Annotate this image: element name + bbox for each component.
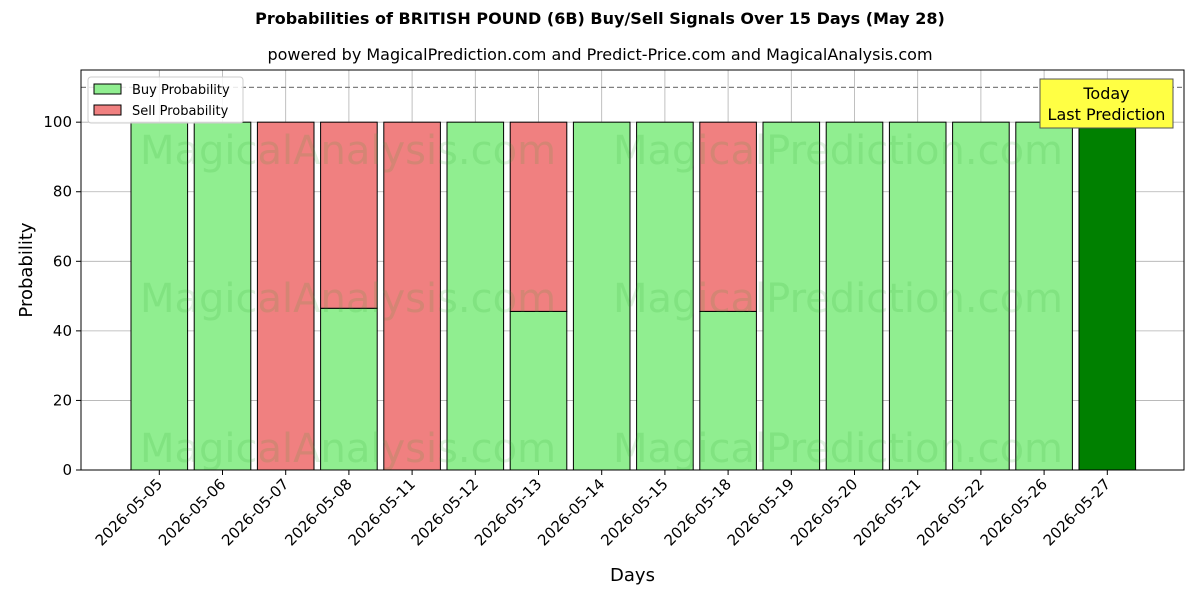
- watermark-text: MagicalPrediction.com: [613, 276, 1063, 322]
- x-tick-label: 2026-05-18: [661, 475, 735, 549]
- watermark-text: MagicalPrediction.com: [613, 128, 1063, 174]
- x-tick-label: 2026-05-21: [850, 475, 924, 549]
- annotation-line-2: Last Prediction: [1048, 105, 1166, 124]
- y-tick-label: 40: [53, 322, 72, 340]
- sell-bar: [256, 121, 315, 471]
- buy-bar: [509, 310, 568, 471]
- x-tick-label: 2026-05-14: [534, 475, 608, 549]
- watermark-text: MagicalPrediction.com: [613, 426, 1063, 472]
- buy-bar: [446, 121, 505, 471]
- sell-bar: [699, 121, 757, 312]
- x-tick-label: 2026-05-07: [218, 475, 292, 549]
- watermark-text: MagicalAnalysis.com: [140, 128, 556, 174]
- buy-bar: [636, 121, 694, 471]
- sell-bar: [383, 121, 441, 471]
- x-tick-label: 2026-05-08: [281, 475, 355, 549]
- y-axis-label: Probability: [16, 222, 37, 317]
- annotation-line-1: Today: [1082, 84, 1129, 103]
- legend-box: [87, 76, 244, 124]
- y-tick-label: 0: [62, 461, 72, 479]
- y-tick-label: 100: [43, 113, 72, 131]
- sell-bar: [509, 121, 568, 312]
- y-tick-label: 20: [53, 391, 72, 409]
- buy-bar: [825, 121, 884, 471]
- x-tick-label: 2026-05-11: [345, 475, 419, 549]
- x-tick-label: 2026-05-05: [92, 475, 166, 549]
- sell-bar: [320, 121, 378, 309]
- watermark-text: MagicalAnalysis.com: [140, 426, 556, 472]
- buy-bar: [952, 121, 1010, 471]
- x-tick-label: 2026-05-12: [408, 475, 482, 549]
- plot-frame: [80, 69, 1185, 471]
- legend-swatch: [93, 104, 122, 116]
- buy-bar: [762, 121, 821, 471]
- x-axis-label: Days: [610, 565, 655, 586]
- x-tick-label: 2026-05-20: [787, 475, 861, 549]
- buy-bar: [1078, 121, 1137, 471]
- buy-bar: [888, 121, 947, 471]
- y-tick-label: 60: [53, 252, 72, 270]
- x-tick-label: 2026-05-26: [977, 475, 1051, 549]
- x-tick-label: 2026-05-13: [471, 475, 545, 549]
- today-annotation-box: [1039, 78, 1174, 129]
- legend-swatch: [93, 83, 122, 95]
- buy-bar: [130, 121, 189, 471]
- legend-label: Sell Probability: [132, 104, 229, 119]
- buy-bar: [572, 121, 631, 471]
- x-tick-label: 2026-05-22: [913, 475, 987, 549]
- x-tick-label: 2026-05-15: [597, 475, 671, 549]
- legend-label: Buy Probability: [132, 83, 230, 98]
- chart-subtitle: powered by MagicalPrediction.com and Pre…: [267, 45, 933, 64]
- x-tick-label: 2026-05-19: [724, 475, 798, 549]
- x-tick-label: 2026-05-27: [1040, 475, 1114, 549]
- watermark-text: MagicalAnalysis.com: [140, 276, 556, 322]
- y-tick-label: 80: [53, 183, 72, 201]
- x-tick-label: 2026-05-06: [155, 475, 229, 549]
- buy-bar: [320, 307, 378, 471]
- chart-title: Probabilities of BRITISH POUND (6B) Buy/…: [255, 9, 945, 28]
